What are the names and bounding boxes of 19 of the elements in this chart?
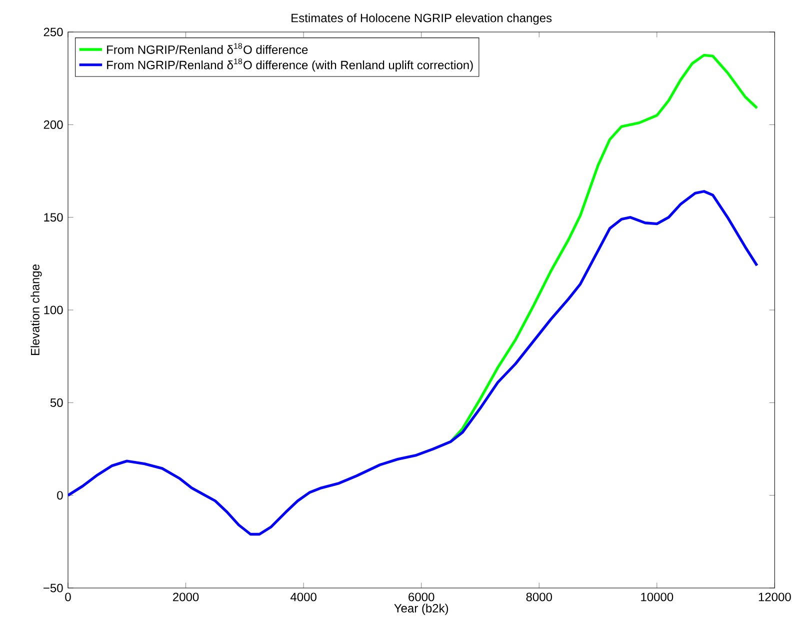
x-tick-label: 8000: [526, 592, 552, 602]
legend-label: From NGRIP/Renland δ$^{18}$O difference: [107, 43, 308, 54]
y-axis-title: Elevation change: [30, 264, 42, 356]
x-tick-label: 0: [65, 592, 71, 602]
y-tick-label: 150: [44, 213, 63, 222]
y-tick-label: 200: [44, 120, 63, 129]
y-tick-label: −50: [44, 584, 63, 592]
x-tick-label: 10000: [641, 592, 674, 602]
legend-label: From NGRIP/Renland δ$^{18}$O difference (with Renland uplift correction): [107, 58, 473, 72]
y-tick-label: 50: [50, 398, 63, 407]
chart-title: Estimates of Holocene NGRIP elevation changes: [292, 13, 552, 25]
y-tick-label: 0: [57, 491, 63, 500]
x-tick-label: 6000: [408, 592, 434, 602]
x-axis-title: Year (b2k): [394, 604, 448, 615]
y-tick-label: 250: [44, 28, 63, 36]
y-tick-label: 100: [44, 306, 63, 314]
x-tick-label: 4000: [290, 592, 316, 602]
x-tick-label: 12000: [758, 592, 791, 602]
x-tick-label: 2000: [173, 592, 199, 602]
